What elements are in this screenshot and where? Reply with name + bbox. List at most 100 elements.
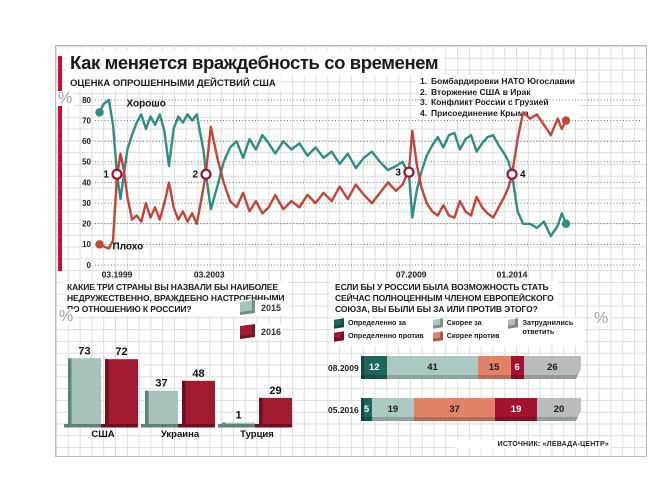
event-marker-number: 1	[103, 169, 109, 180]
bar-edge	[182, 380, 186, 424]
swatch-2015	[240, 299, 255, 316]
bar	[259, 397, 292, 424]
event-number: 2.	[420, 86, 428, 97]
stacked-bar: 5 19 37 19 20	[361, 398, 581, 421]
series-end-dot	[561, 219, 571, 228]
bad-line	[98, 111, 568, 250]
stacked-chart-title: ЕСЛИ БЫ У РОССИИ БЫЛА ВОЗМОЖНОСТЬ СТАТЬ …	[331, 281, 558, 316]
event-number: 3.	[420, 97, 428, 108]
stacked-row-label: 05.2016	[328, 403, 361, 416]
legend-item: Скорее за	[432, 318, 500, 329]
stacked-segment: 19	[495, 398, 537, 421]
stacked-segment: 5	[361, 398, 372, 421]
legend-item: Определенно за	[334, 318, 424, 329]
page-title: Как меняется враждебность со временем	[66, 50, 445, 76]
stacked-segment: 19	[372, 398, 414, 421]
y-axis-tick-label: 20	[82, 220, 91, 229]
line-chart-title: ОЦЕНКА ОПРОШЕННЫМИ ДЕЙСТВИЙ США	[66, 77, 281, 90]
percent-sign-stacked-chart: %	[592, 310, 611, 327]
event-label: Вторжение США в Ирак	[431, 86, 531, 97]
y-axis-tick-label: 50	[82, 158, 91, 167]
swatch-strongly-con	[334, 331, 344, 342]
swatch-2016	[240, 323, 255, 340]
event-marker-number: 4	[520, 169, 526, 180]
events-legend: 1. Бомбардировки НАТО Югославии 2. Вторжен…	[416, 75, 580, 120]
swatch-undecided	[508, 318, 519, 329]
event-item: 2. Вторжение США в Ирак	[420, 87, 575, 98]
x-axis-tick-label: 03.2003	[194, 270, 225, 280]
legend-item-2016: 2016	[238, 323, 284, 340]
bar-shadow	[64, 424, 101, 428]
legend-label: Затруднились ответить	[522, 318, 574, 336]
event-marker	[403, 166, 415, 178]
series-name-label: Хорошо	[127, 98, 166, 109]
x-axis-tick-label: 03.1999	[102, 270, 133, 280]
bar-shadow	[255, 424, 292, 428]
source-credit: ИСТОЧНИК: «ЛЕВАДА-ЦЕНТР»	[455, 440, 611, 449]
bar-category-label: Украина	[161, 429, 200, 440]
bar-shadow	[218, 424, 255, 428]
bar-value-label: 1	[235, 410, 241, 422]
bar	[68, 358, 101, 424]
bar-value-label: 48	[192, 368, 204, 380]
y-axis-tick-label: 60	[82, 137, 91, 146]
y-axis-tick-label: 80	[82, 96, 91, 105]
stacked-bar-rows: 08.2009 12 41 15 6 26 05.2016 5 19 37 19 20	[328, 356, 628, 440]
bar-edge	[68, 358, 72, 424]
stacked-segment: 26	[524, 356, 581, 379]
line-chart: 0 10 20 30 40 50 60 70 80 03.1999 03.2003 07.2009 01…	[82, 96, 642, 280]
grouped-bar-chart: 73 72 США 37 48 Украина 1 29 Турция	[64, 345, 292, 440]
y-axis-tick-label: 40	[82, 178, 91, 187]
legend-label: Скорее за	[446, 318, 482, 327]
y-axis-tick-label: 0	[87, 261, 92, 270]
stacked-row: 05.2016 5 19 37 19 20	[328, 398, 628, 421]
bar-value-label: 73	[78, 345, 90, 357]
stacked-segment: 37	[413, 398, 496, 421]
event-label: Бомбардировки НАТО Югославии	[431, 76, 576, 86]
good-line	[98, 98, 568, 238]
event-number: 4.	[420, 107, 428, 118]
bar-edge	[145, 390, 149, 424]
swatch-rather-con	[432, 331, 443, 342]
legend-column: Скорее за Скорее против	[432, 318, 500, 345]
legend-item: Скорее против	[432, 331, 499, 342]
legend-label: Определенно против	[348, 331, 424, 340]
y-axis-tick-label: 30	[82, 199, 91, 208]
percent-sign-bar-chart: %	[57, 308, 76, 325]
swatch-strongly-pro	[334, 318, 344, 329]
legend-label: 2015	[261, 302, 282, 313]
percent-sign-line-chart: %	[56, 90, 75, 107]
stacked-segment: 6	[510, 356, 524, 379]
stacked-row-label: 08.2009	[328, 361, 361, 374]
y-axis-tick-label: 70	[82, 116, 91, 125]
bar-chart-legend: 2015 2016	[238, 299, 284, 348]
bar-category-label: Турция	[240, 429, 274, 440]
event-marker	[111, 168, 123, 180]
bar-edge	[259, 397, 263, 424]
series-end-dot	[561, 116, 571, 125]
stacked-bar: 12 41 15 6 26	[361, 356, 581, 379]
event-label: Конфликт России с Грузией	[431, 97, 549, 108]
series-start-dot	[95, 240, 104, 249]
bar-shadow	[178, 424, 215, 428]
event-marker-number: 2	[192, 169, 198, 180]
stacked-segment: 12	[361, 356, 388, 379]
x-axis-tick-label: 01.2014	[497, 270, 528, 280]
event-number: 1.	[420, 76, 428, 86]
bar-shadow	[141, 424, 178, 428]
event-marker	[200, 168, 212, 180]
legend-item-2015: 2015	[238, 299, 284, 316]
stacked-chart-legend: Определенно за Определенно против Скорее…	[332, 318, 585, 346]
series-start-dot	[95, 108, 104, 117]
legend-label: Определенно за	[348, 318, 406, 327]
event-item: 3. Конфликт России с Грузией	[420, 97, 575, 108]
bar-category-label: США	[91, 429, 114, 440]
bar-edge	[105, 359, 109, 424]
stacked-row: 08.2009 12 41 15 6 26	[328, 356, 628, 379]
bar-value-label: 29	[269, 385, 281, 397]
legend-column: Определенно за Определенно против	[334, 318, 424, 345]
red-accent-bar	[58, 56, 62, 271]
legend-label: 2016	[261, 326, 282, 337]
bar-value-label: 37	[155, 378, 167, 390]
